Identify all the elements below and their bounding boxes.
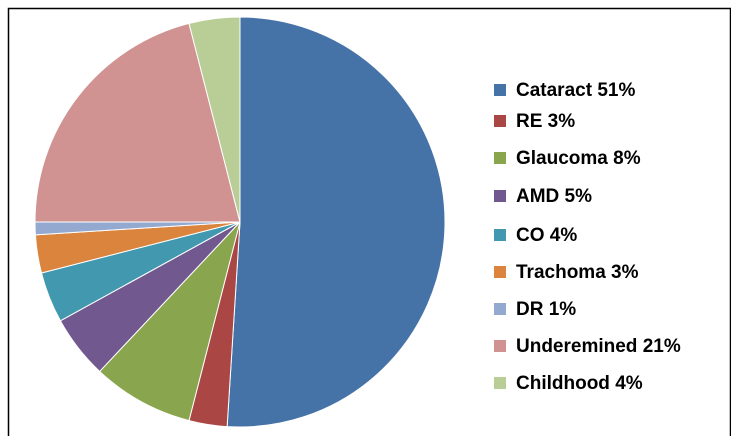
legend-label: RE 3%: [516, 111, 575, 132]
legend-swatch: [494, 266, 506, 278]
pie-slice: [226, 16, 446, 428]
legend-swatch: [494, 152, 506, 164]
legend-label: DR 1%: [516, 299, 576, 320]
legend-label: Cataract 51%: [516, 80, 635, 101]
pie: [34, 16, 446, 428]
legend-swatch: [494, 84, 506, 96]
legend-swatch: [494, 190, 506, 202]
legend: Cataract 51% RE 3% Glaucoma 8% AMD 5% CO 4% T…: [494, 80, 681, 394]
legend-label: AMD 5%: [516, 186, 592, 207]
pie-slice: [98, 221, 241, 422]
legend-swatch: [494, 115, 506, 127]
legend-swatch: [494, 303, 506, 315]
legend-swatch: [494, 377, 506, 389]
pie-slice: [34, 22, 241, 223]
legend-label: Underemined 21%: [516, 336, 681, 357]
legend-label: Childhood 4%: [516, 373, 643, 394]
legend-swatch: [494, 340, 506, 352]
legend-swatch: [494, 229, 506, 241]
legend-label: CO 4%: [516, 225, 577, 246]
pie-slice: [188, 16, 241, 223]
legend-label: Trachoma 3%: [516, 262, 639, 283]
legend-label: Glaucoma 8%: [516, 148, 641, 169]
